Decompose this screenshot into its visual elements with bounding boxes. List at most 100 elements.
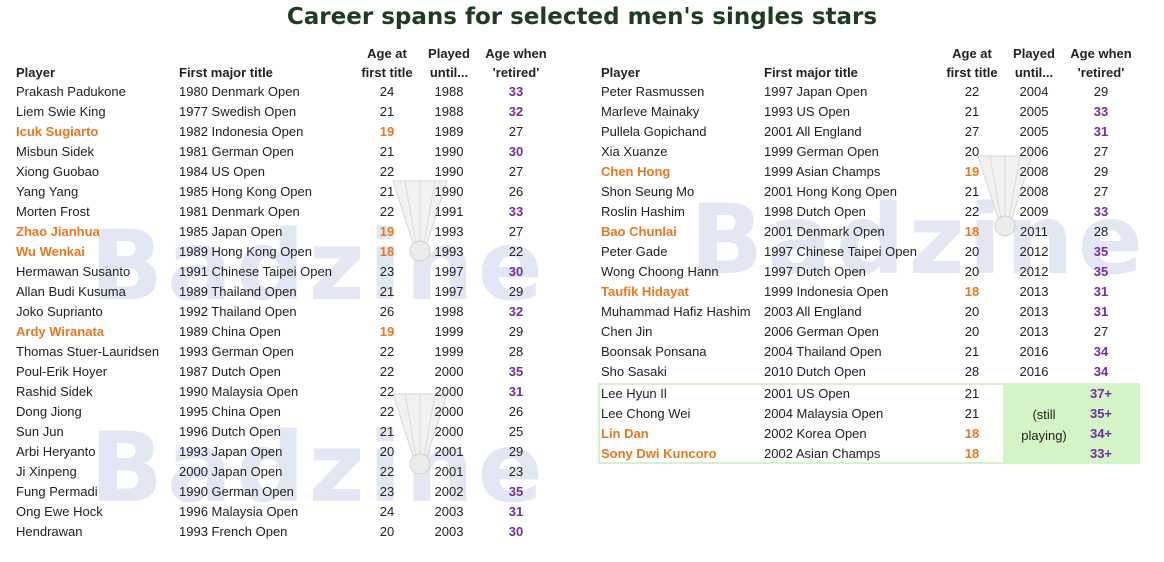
table-row: Liem Swie King 1977 Swedish Open 21 1988 32 [0, 102, 560, 122]
table-row: Sho Sasaki 2010 Dutch Open 28 2016 34 [585, 362, 1155, 382]
table-row: Pullela Gopichand 2001 All England 27 2005 3… [585, 122, 1155, 142]
cell-player: Chen Hong [601, 164, 671, 179]
cell-player: Marleve Mainaky [601, 104, 700, 119]
header-played: Played until... [1013, 46, 1055, 80]
header-first-title: First major title [764, 65, 858, 80]
cell-age-retired: 37+ [1089, 386, 1113, 401]
cell-age-first: 23 [379, 264, 395, 279]
table-row: Wong Choong Hann 1997 Dutch Open 20 2012 35 [585, 262, 1155, 282]
cell-player: Wong Choong Hann [601, 264, 719, 279]
cell-first-title: 2004 Thailand Open [764, 344, 882, 359]
cell-age-retired: 27 [1093, 184, 1109, 199]
table-row: Prakash Padukone 1980 Denmark Open 24 1988 3… [0, 82, 560, 102]
cell-played-until: 1991 [434, 204, 464, 219]
cell-age-first: 18 [379, 244, 395, 259]
table-row: Zhao Jianhua 1985 Japan Open 19 1993 27 [0, 222, 560, 242]
cell-first-title: 2002 Asian Champs [764, 446, 881, 461]
cell-age-retired: 29 [1093, 164, 1109, 179]
cell-age-retired: 22 [508, 244, 524, 259]
table-row: Hendrawan 1993 French Open 20 2003 30 [0, 522, 560, 542]
table-row: Allan Budi Kusuma 1989 Thailand Open 21 199… [0, 282, 560, 302]
cell-first-title: 2010 Dutch Open [764, 364, 866, 379]
cell-first-title: 1989 Thailand Open [179, 284, 297, 299]
cell-player: Chen Jin [601, 324, 653, 339]
cell-played-until: 1990 [434, 144, 464, 159]
cell-age-retired: 26 [508, 184, 524, 199]
cell-age-retired: 35 [1093, 244, 1109, 259]
cell-played-until: 1989 [434, 124, 464, 139]
cell-player: Ardy Wiranata [16, 324, 105, 339]
cell-player: Sony Dwi Kuncoro [601, 446, 717, 461]
cell-age-retired: 31 [508, 504, 524, 519]
cell-age-first: 20 [964, 324, 980, 339]
cell-played-until: 2001 [434, 444, 464, 459]
cell-age-retired: 32 [508, 104, 524, 119]
cell-played-until: 1990 [434, 184, 464, 199]
cell-played-until: 2000 [434, 364, 464, 379]
table-row: Hermawan Susanto 1991 Chinese Taipei Open… [0, 262, 560, 282]
shuttlecock-icon [392, 180, 448, 262]
cell-first-title: 1998 Dutch Open [764, 204, 866, 219]
cell-age-retired: 27 [1093, 324, 1109, 339]
table-row: Dong Jiong 1995 China Open 22 2000 26 [0, 402, 560, 422]
header-age-retired: Age when'retired' [1070, 46, 1132, 80]
table-row: Thomas Stuer-Lauridsen 1993 German Open 22… [0, 342, 560, 362]
cell-played-until: 1988 [434, 84, 464, 99]
cell-age-retired: 33 [1093, 204, 1109, 219]
cell-player: Xiong Guobao [16, 164, 100, 179]
cell-player: Bao Chunlai [601, 224, 677, 239]
cell-age-first: 24 [379, 504, 395, 519]
still-playing-line-1: (still [1032, 407, 1056, 422]
cell-player: Pullela Gopichand [601, 124, 707, 139]
cell-age-first: 21 [964, 386, 980, 401]
cell-played-until: 2005 [1019, 124, 1049, 139]
cell-player: Lin Dan [601, 426, 649, 441]
cell-played-until: 2003 [434, 524, 464, 539]
cell-age-retired: 27 [508, 124, 524, 139]
table-header: Player First major title Age at first tit… [585, 42, 1155, 82]
cell-played-until: 2012 [1019, 244, 1049, 259]
cell-played-until: 2002 [434, 484, 464, 499]
table-row-still-playing: Lin Dan 2002 Korea Open 18 34+ [585, 424, 1155, 444]
cell-age-first: 21 [964, 104, 980, 119]
cell-first-title: 1993 US Open [764, 104, 851, 119]
cell-age-first: 19 [379, 224, 395, 239]
cell-age-retired: 26 [508, 404, 524, 419]
table-row: Bao Chunlai 2001 Denmark Open 18 2011 28 [585, 222, 1155, 242]
cell-first-title: 1997 Dutch Open [764, 264, 866, 279]
table-row: Shon Seung Mo 2001 Hong Kong Open 21 2008 27 [585, 182, 1155, 202]
cell-player: Boonsak Ponsana [601, 344, 707, 359]
cell-age-first: 21 [379, 424, 395, 439]
table-row: Joko Suprianto 1992 Thailand Open 26 1998 32 [0, 302, 560, 322]
cell-first-title: 1982 Indonesia Open [179, 124, 304, 139]
cell-age-first: 27 [964, 124, 980, 139]
cell-age-retired: 34+ [1089, 426, 1113, 441]
cell-played-until: 2000 [434, 424, 464, 439]
header-age-retired: Age when'retired' [485, 46, 547, 80]
cell-age-first: 18 [964, 426, 980, 441]
cell-age-first: 22 [379, 464, 395, 479]
cell-age-retired: 32 [508, 304, 524, 319]
cell-age-first: 21 [379, 144, 395, 159]
cell-age-first: 24 [379, 84, 395, 99]
table-row-still-playing: Sony Dwi Kuncoro 2002 Asian Champs 18 33+ [585, 444, 1155, 464]
cell-age-retired: 27 [1093, 144, 1109, 159]
cell-age-first: 19 [964, 164, 980, 179]
cell-player: Thomas Stuer-Lauridsen [16, 344, 160, 359]
page-title: Career spans for selected men's singles … [286, 4, 878, 30]
cell-age-retired: 35+ [1089, 406, 1113, 421]
cell-player: Liem Swie King [16, 104, 106, 119]
cell-age-retired: 33 [508, 84, 524, 99]
cell-age-first: 20 [964, 144, 980, 159]
cell-age-retired: 31 [1093, 304, 1109, 319]
cell-age-first: 22 [379, 384, 395, 399]
cell-first-title: 1985 Japan Open [179, 224, 283, 239]
table-row: Arbi Heryanto 1993 Japan Open 20 2001 29 [0, 442, 560, 462]
cell-first-title: 2001 Hong Kong Open [764, 184, 897, 199]
table-row: Ong Ewe Hock 1996 Malaysia Open 24 2003 31 [0, 502, 560, 522]
left-table: Player First major title Age at first tit… [0, 42, 560, 542]
cell-age-first: 22 [379, 404, 395, 419]
cell-played-until: 2003 [434, 504, 464, 519]
cell-played-until: 1998 [434, 304, 464, 319]
cell-age-first: 18 [964, 284, 980, 299]
